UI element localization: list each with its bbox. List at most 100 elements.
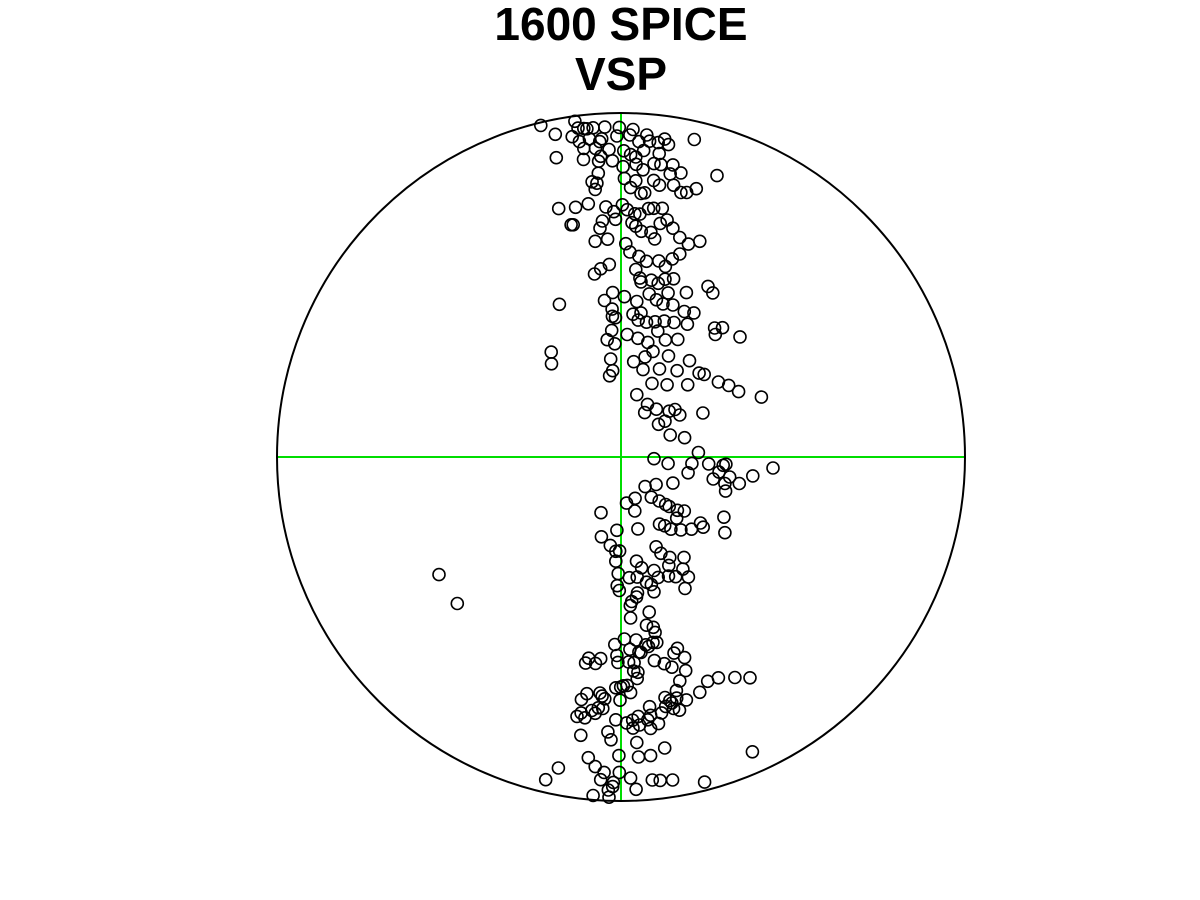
data-point: [680, 377, 695, 392]
data-point: [657, 656, 672, 671]
data-point: [661, 569, 676, 583]
data-point: [718, 484, 733, 498]
data-point: [670, 503, 685, 518]
data-point: [681, 465, 695, 480]
data-point: [674, 185, 688, 200]
data-point: [661, 456, 675, 471]
data-point: [661, 137, 676, 152]
data-point: [678, 663, 693, 678]
data-point: [616, 159, 630, 174]
data-point: [629, 590, 644, 604]
data-point: [648, 314, 662, 329]
data-point: [620, 202, 635, 217]
chart-title-line-1: 1600 SPICE: [494, 0, 747, 50]
data-point: [646, 344, 660, 359]
data-point: [606, 204, 621, 219]
data-point: [615, 198, 630, 212]
data-point: [568, 200, 583, 215]
data-point: [586, 788, 600, 803]
data-point: [581, 750, 596, 765]
data-point: [710, 168, 724, 183]
data-point: [623, 128, 637, 142]
data-point: [708, 327, 723, 342]
data-point: [629, 782, 643, 797]
data-point: [611, 566, 626, 581]
data-point: [653, 773, 668, 788]
data-point: [572, 134, 587, 149]
data-point: [604, 323, 619, 338]
data-point: [607, 336, 622, 351]
data-point: [650, 324, 665, 338]
data-point: [573, 728, 588, 743]
data-point: [665, 696, 679, 710]
data-point: [623, 771, 638, 785]
data-point: [638, 479, 652, 494]
data-point: [669, 683, 684, 698]
data-point: [647, 653, 662, 668]
data-point: [657, 741, 672, 755]
data-point: [664, 522, 678, 537]
data-point: [754, 390, 769, 404]
data-point: [552, 297, 567, 312]
data-point: [576, 141, 591, 156]
data-point: [551, 761, 566, 775]
data-point: [721, 378, 736, 393]
data-point: [711, 670, 726, 685]
data-point: [715, 320, 730, 335]
data-point: [666, 178, 681, 192]
data-point: [654, 546, 668, 561]
data-point: [647, 156, 661, 171]
data-point: [646, 635, 660, 650]
data-point: [654, 157, 668, 172]
data-point: [629, 387, 644, 402]
data-point: [597, 765, 611, 780]
data-point: [645, 773, 660, 787]
data-point: [677, 430, 692, 445]
data-point: [687, 306, 701, 320]
data-point: [630, 671, 645, 686]
data-point: [633, 207, 647, 221]
data-point: [600, 232, 615, 246]
data-point: [644, 490, 659, 505]
data-point: [733, 330, 747, 344]
data-point: [623, 685, 638, 700]
data-point: [672, 247, 687, 261]
data-point: [608, 544, 623, 559]
data-point: [707, 321, 722, 335]
data-point: [658, 414, 672, 429]
data-point: [663, 167, 678, 181]
data-point: [680, 317, 695, 332]
data-point: [696, 406, 710, 420]
data-point: [651, 570, 666, 585]
data-point: [678, 581, 692, 596]
data-point: [666, 271, 681, 286]
data-point: [687, 132, 702, 147]
data-point: [565, 129, 580, 144]
data-point: [662, 550, 677, 565]
data-point: [639, 128, 654, 142]
data-point: [595, 214, 610, 228]
data-point: [693, 516, 708, 530]
data-point: [631, 313, 646, 327]
data-point: [697, 367, 712, 382]
data-point: [651, 276, 666, 291]
data-point: [657, 314, 672, 328]
data-point: [662, 499, 677, 514]
data-point: [644, 225, 658, 240]
data-point: [568, 114, 582, 129]
data-point: [648, 625, 662, 640]
data-point: [681, 237, 696, 251]
data-point: [611, 655, 625, 670]
data-point: [647, 584, 661, 599]
data-point: [674, 166, 688, 180]
data-point: [631, 522, 645, 536]
data-point: [705, 286, 720, 300]
net-boundary-circle: [276, 112, 966, 802]
data-point: [672, 230, 687, 245]
data-point: [544, 345, 559, 359]
data-point: [616, 144, 631, 158]
data-point: [629, 554, 644, 569]
data-point: [594, 132, 609, 146]
data-point: [632, 249, 646, 264]
data-point: [655, 201, 670, 216]
